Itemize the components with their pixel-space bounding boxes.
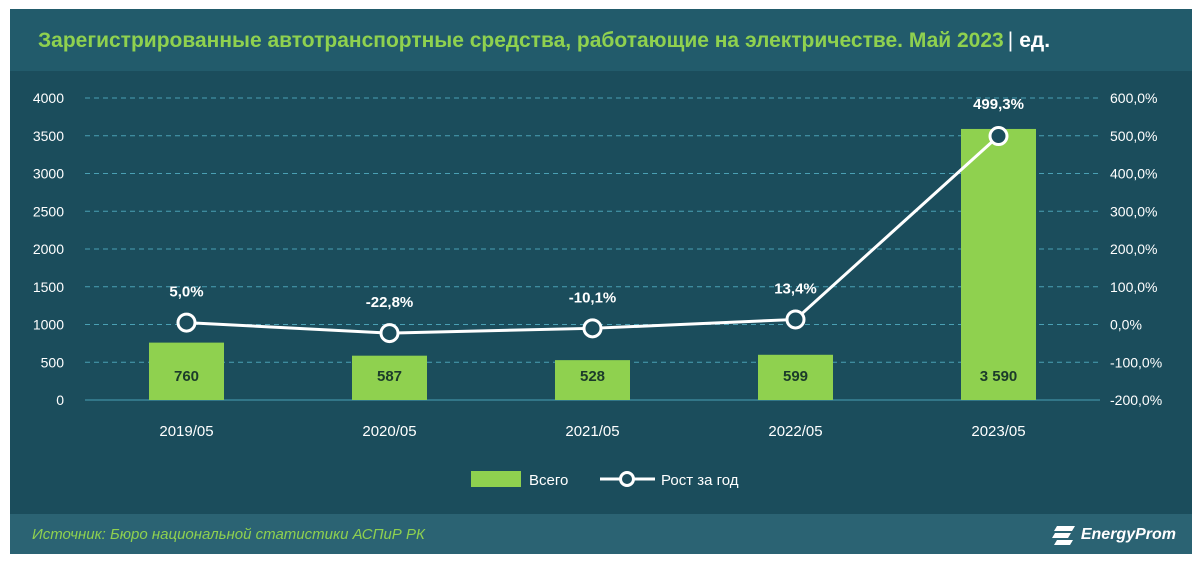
bar-2022/05 [758, 354, 833, 400]
left-axis-tick-label: 4000 [33, 90, 64, 106]
chart-header: Зарегистрированные автотранспортные сред… [10, 9, 1192, 71]
right-axis-tick-label: 500,0% [1110, 128, 1157, 144]
source-note: Источник: Бюро национальной статистики А… [32, 526, 425, 543]
category-label: 2021/05 [565, 423, 619, 440]
combo-chart: 0 500 1000 1500 2000 2500 3000 3500 4000 -200,0% -… [33, 90, 1162, 489]
right-axis-tick-label: 200,0% [1110, 241, 1157, 257]
bar-value-label: 3 590 [980, 368, 1018, 385]
legend-swatch-bars [471, 471, 521, 487]
category-label: 2020/05 [362, 423, 416, 440]
chart-footer: Источник: Бюро национальной статистики А… [10, 514, 1192, 554]
left-axis-tick-label: 3000 [33, 166, 64, 182]
growth-point [988, 126, 1009, 147]
left-axis-tick-label: 2500 [33, 203, 64, 219]
right-axis-tick-label: 0,0% [1110, 317, 1142, 333]
chart-card: Зарегистрированные автотранспортные сред… [10, 9, 1192, 554]
growth-value-label: 13,4% [774, 280, 817, 297]
bar-2019/05 [149, 342, 224, 400]
right-axis-tick-label: -200,0% [1110, 392, 1162, 408]
right-axis-tick-label: 600,0% [1110, 90, 1157, 106]
bar-value-label: 599 [783, 368, 808, 385]
right-axis-tick-label: 400,0% [1110, 166, 1157, 182]
bar-2020/05 [352, 355, 427, 400]
growth-value-label: 5,0% [169, 284, 203, 301]
bar-value-label: 587 [377, 368, 402, 385]
growth-point [176, 312, 197, 333]
chart-title: Зарегистрированные автотранспортные сред… [38, 29, 1050, 53]
legend-swatch-marker [619, 471, 635, 487]
category-label: 2023/05 [971, 423, 1025, 440]
category-label: 2022/05 [768, 423, 822, 440]
growth-value-label: -10,1% [569, 289, 617, 306]
right-axis-tick-label: -100,0% [1110, 354, 1162, 370]
bar-2021/05 [555, 360, 630, 400]
legend-label-line: Рост за год [661, 472, 739, 489]
growth-point [379, 323, 400, 344]
chart-title-text: Зарегистрированные автотранспортные сред… [38, 29, 1004, 52]
bar-value-label: 528 [580, 368, 605, 385]
bar-value-label: 760 [174, 368, 199, 385]
energyprom-logo-icon [1051, 526, 1075, 545]
growth-value-label: 499,3% [973, 96, 1024, 113]
growth-value-label: -22,8% [366, 294, 414, 311]
right-axis-tick-label: 300,0% [1110, 203, 1157, 219]
left-axis-tick-label: 3500 [33, 128, 64, 144]
left-axis-tick-label: 0 [56, 392, 64, 408]
bar-2023/05 [961, 128, 1036, 400]
title-separator: | [1007, 29, 1014, 52]
growth-point [785, 309, 806, 330]
legend-label-bars: Всего [529, 472, 568, 489]
left-axis-tick-label: 1000 [33, 317, 64, 333]
growth-point [582, 318, 603, 339]
category-label: 2019/05 [159, 423, 213, 440]
logo-text: EnergyProm [1080, 526, 1176, 543]
left-axis-tick-label: 1500 [33, 279, 64, 295]
left-axis-tick-label: 500 [41, 354, 65, 370]
left-axis-tick-label: 2000 [33, 241, 64, 257]
energyprom-logo: EnergyProm [1051, 521, 1176, 549]
right-axis-tick-label: 100,0% [1110, 279, 1157, 295]
chart-unit: ед. [1019, 29, 1051, 52]
